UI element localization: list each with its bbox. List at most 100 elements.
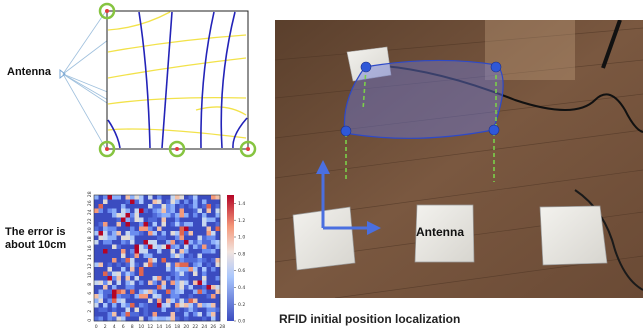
heatmap-cell xyxy=(152,294,158,299)
heatmap-cell xyxy=(94,280,99,286)
antenna-marker-bottom-left xyxy=(98,140,116,158)
heatmap-cell xyxy=(161,316,167,322)
heatmap-cell xyxy=(188,271,194,277)
heatmap-cell xyxy=(152,226,158,232)
heatmap-cell xyxy=(116,208,122,214)
heatmap-cell xyxy=(170,231,176,236)
heatmap-cell xyxy=(103,249,108,254)
heatmap-cell xyxy=(157,253,162,259)
heatmap-cell xyxy=(166,204,171,209)
heatmap-cell xyxy=(98,285,104,290)
heatmap-cell xyxy=(179,222,185,227)
heatmap-cell xyxy=(175,217,180,223)
heatmap-cell xyxy=(170,267,176,272)
heatmap-cell xyxy=(107,226,113,232)
heatmap-cell xyxy=(161,240,167,245)
heatmap-cell xyxy=(215,199,221,205)
heatmap-cell xyxy=(184,226,189,232)
heatmap-cell xyxy=(130,204,135,209)
figure-caption: RFID initial position localization xyxy=(279,312,461,326)
heatmap-cell xyxy=(130,217,135,223)
heatmap-cell xyxy=(170,204,176,209)
heatmap-cell xyxy=(143,289,149,295)
heatmap-cell xyxy=(157,199,162,205)
antenna-photo-tag: Antenna xyxy=(416,225,464,239)
heatmap-cell xyxy=(112,204,117,209)
heatmap-cell xyxy=(139,271,144,277)
heatmap-cell xyxy=(112,231,117,236)
heatmap-cell xyxy=(134,231,140,236)
heatmap-cell xyxy=(139,303,144,308)
heatmap-cell xyxy=(175,240,180,245)
heatmap-cell xyxy=(125,316,131,322)
heatmap-cell xyxy=(202,294,207,299)
colorbar-tick-label: 0.0 xyxy=(238,319,245,325)
heatmap-cell xyxy=(215,222,221,227)
heatmap-cell xyxy=(116,231,122,236)
heatmap-cell xyxy=(166,213,171,218)
heatmap-cell xyxy=(143,271,149,277)
heatmap-cell xyxy=(152,253,158,259)
heatmap-cell xyxy=(148,226,153,232)
heatmap-cell xyxy=(116,298,122,304)
heatmap-cell xyxy=(211,253,216,259)
heatmap-cell xyxy=(193,240,198,245)
heatmap-cell xyxy=(98,217,104,223)
heatmap-cell xyxy=(125,294,131,299)
heatmap-cell xyxy=(166,217,171,223)
heatmap-cell xyxy=(130,280,135,286)
heatmap-cell xyxy=(107,298,113,304)
heatmap-cell xyxy=(175,276,180,281)
heatmap-cell xyxy=(184,258,189,263)
heatmap-cell xyxy=(202,303,207,308)
heatmap-cell xyxy=(134,199,140,205)
heatmap-cell xyxy=(193,303,198,308)
heatmap-cell xyxy=(121,244,126,250)
colorbar xyxy=(227,195,234,321)
heatmap-cell xyxy=(215,289,221,295)
heatmap-cell xyxy=(170,271,176,277)
heatmap-cell xyxy=(139,294,144,299)
heatmap-cell xyxy=(197,307,203,313)
heatmap-cell xyxy=(157,213,162,218)
heatmap-cell xyxy=(98,289,104,295)
heatmap-cell xyxy=(206,195,212,200)
heatmap-cell xyxy=(202,280,207,286)
heatmap-cell xyxy=(152,307,158,313)
heatmap-cell xyxy=(215,235,221,241)
heatmap-cell xyxy=(125,244,131,250)
heatmap-cell xyxy=(184,316,189,322)
heatmap-cell xyxy=(193,294,198,299)
heatmap-cell xyxy=(202,289,207,295)
heatmap-cell xyxy=(170,195,176,200)
heatmap-cell xyxy=(188,249,194,254)
heatmap-cell xyxy=(98,231,104,236)
heatmap-cell xyxy=(179,199,185,205)
heatmap-cell xyxy=(211,316,216,322)
heatmap-cell xyxy=(170,226,176,232)
heatmap-cell xyxy=(166,262,171,268)
heatmap-cell xyxy=(179,253,185,259)
heatmap-cell xyxy=(211,213,216,218)
heatmap-cell xyxy=(134,222,140,227)
heatmap-cell xyxy=(116,276,122,281)
heatmap-cell xyxy=(98,253,104,259)
heatmap-cell xyxy=(179,195,185,200)
heatmap-cell xyxy=(206,199,212,205)
heatmap-cell xyxy=(170,280,176,286)
heatmap-cell xyxy=(202,276,207,281)
heatmap-cell xyxy=(202,316,207,322)
heatmap-cell xyxy=(211,298,216,304)
heatmap-cell xyxy=(121,208,126,214)
heatmap-cell xyxy=(94,199,99,205)
heatmap-cell xyxy=(202,195,207,200)
heatmap-cell xyxy=(134,267,140,272)
heatmap-cell xyxy=(193,222,198,227)
heatmap-cell xyxy=(148,240,153,245)
heatmap-cell xyxy=(134,276,140,281)
heatmap-cell xyxy=(125,258,131,263)
heatmap-cell xyxy=(170,262,176,268)
heatmap-cell xyxy=(125,271,131,277)
heatmap-cell xyxy=(143,294,149,299)
heatmap-cell xyxy=(116,240,122,245)
